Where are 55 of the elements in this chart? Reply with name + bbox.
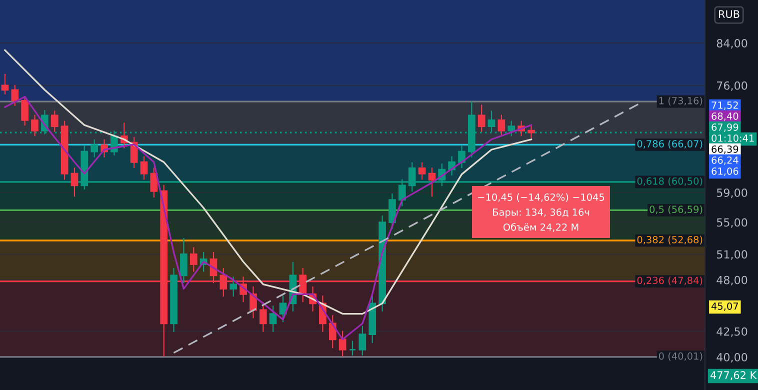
text: 67,99 xyxy=(712,123,738,132)
candlestick xyxy=(180,238,188,284)
ref-line-label: 0,236 (47,84) xyxy=(637,276,702,286)
text: 68,40 xyxy=(712,112,738,121)
annotation: −10,45 (−14,62%) −1045 xyxy=(478,193,604,202)
y-tick-label: 51,00 xyxy=(716,250,748,260)
annotation: Бары: 134, 36д 16ч xyxy=(493,208,590,218)
text: 477,62 K xyxy=(710,371,757,380)
candlestick xyxy=(428,168,436,197)
candlestick xyxy=(328,315,336,348)
y-tick-label: 55,00 xyxy=(716,218,748,228)
candlestick xyxy=(528,125,535,138)
candlestick xyxy=(358,326,366,356)
candlestick xyxy=(458,146,466,168)
text: 71,52 xyxy=(712,101,738,110)
candlestick xyxy=(418,162,426,180)
ref-line-label: 0,5 (56,59) xyxy=(650,206,702,214)
ref-line-label: 0,786 (66,07) xyxy=(637,140,702,149)
candlestick xyxy=(50,110,58,132)
y-tick-label: 40,00 xyxy=(716,352,748,363)
candlestick xyxy=(508,120,516,136)
candlestick xyxy=(259,302,267,332)
annotation: Объём 24,22 M xyxy=(503,223,578,232)
y-tick-label: 48,00 xyxy=(716,276,748,286)
candlestick xyxy=(21,96,28,126)
ref-line-label: 0 (40,01) xyxy=(658,352,702,361)
candlestick xyxy=(70,168,78,197)
candlestick xyxy=(230,276,238,297)
text: 61,06 xyxy=(712,167,738,176)
candlestick xyxy=(90,139,98,158)
candlestick xyxy=(140,156,148,180)
text: RUB xyxy=(719,10,740,18)
candlestick xyxy=(348,340,356,356)
candlestick xyxy=(11,84,19,106)
candlestick xyxy=(478,104,486,132)
candlestick xyxy=(269,306,277,332)
candlestick xyxy=(31,114,38,136)
ref-line-label: 0,618 (60,50) xyxy=(637,177,702,186)
text: 45,07 xyxy=(711,302,738,311)
y-tick-label: 76,00 xyxy=(717,81,748,91)
candlestick xyxy=(388,193,396,230)
candlestick xyxy=(190,247,198,272)
text: 66,39 xyxy=(712,145,738,154)
y-tick-label: 84,00 xyxy=(716,39,748,49)
text: 66,24 xyxy=(712,156,738,165)
ref-line-label: 1 (73,16) xyxy=(659,96,702,106)
candlestick xyxy=(338,330,346,357)
candlestick xyxy=(498,114,506,136)
candlestick xyxy=(279,295,287,322)
text: 01:10:41 xyxy=(712,134,754,142)
y-tick-label: 59,00 xyxy=(716,188,748,198)
ref-line-label: 0,382 (52,68) xyxy=(637,236,702,244)
candlestick xyxy=(150,168,158,198)
y-tick-label: 42,50 xyxy=(716,327,748,337)
candlestick xyxy=(1,74,9,94)
